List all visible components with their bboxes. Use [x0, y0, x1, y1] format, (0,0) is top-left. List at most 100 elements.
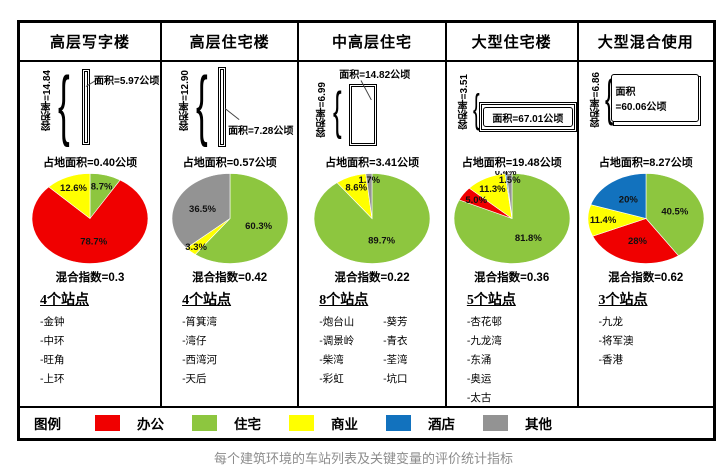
legend-row: 图例 办公 住宅 商业 酒店 其他 [20, 406, 713, 438]
legend-label: 其他 [525, 417, 552, 432]
station-item: -上环 [40, 373, 65, 385]
svg-text:40.5%: 40.5% [661, 207, 688, 218]
plot-ratio-label: 容积率=14.84 [42, 70, 53, 131]
legend-title: 图例 [34, 417, 61, 432]
pie-chart-wrap: 8.7% 78.7% 12.6% [28, 171, 152, 268]
footprint-label: 占地面积=19.48公顷 [461, 157, 562, 169]
plot-ratio-label: 容积率=12.90 [180, 70, 192, 131]
pie-chart: 60.3% 3.3% 36.5% [171, 173, 288, 264]
svg-text:11.4%: 11.4% [590, 215, 617, 226]
legend-item-other: 其他 [483, 413, 552, 433]
footprint-label: 占地面积=0.57公顷 [182, 157, 277, 169]
svg-text:89.7%: 89.7% [368, 236, 395, 247]
stations-section: 5个站点 -杏花邨 -九龙湾 -东涌 -奥运 -太古 [449, 289, 575, 406]
mix-index-label: 混合指数=0.22 [334, 272, 410, 284]
building-diagram: 容积率=6.86 { 面积 =60.06公顷 [581, 64, 711, 152]
column-body: 容积率=6.86 { 面积 =60.06公顷 占地面积=8.27公顷 40.5%… [579, 62, 713, 406]
pie-chart-wrap: 60.3% 3.3% 36.5% [168, 171, 292, 268]
area-label-line1: 面积 [615, 87, 636, 98]
column-title: 大型住宅楼 [446, 23, 577, 62]
svg-text:11.3%: 11.3% [479, 184, 506, 195]
station-item: -坑口 [383, 373, 408, 385]
pie-chart: 8.7% 78.7% 12.6% [31, 173, 149, 264]
station-item: -奥运 [466, 373, 492, 385]
svg-text:3.3%: 3.3% [185, 242, 207, 253]
legend-label: 办公 [137, 417, 164, 432]
column-title: 高层住宅楼 [162, 23, 298, 62]
comparison-table: 高层写字楼 容积率=14.84 { 面积=5.97公顷 占地面积=0.40公顷 … [17, 20, 716, 441]
commercial-color-swatch [289, 415, 314, 431]
plot-ratio-label: 容积率=6.99 [317, 82, 329, 138]
svg-text:81.8%: 81.8% [515, 233, 542, 244]
pie-chart-wrap: 89.7% 8.6% 1.7% [310, 171, 434, 268]
station-item: -柴湾 [319, 354, 344, 366]
station-item: -东涌 [466, 354, 492, 366]
legend-item-office: 办公 [95, 413, 164, 433]
legend-label: 酒店 [428, 417, 455, 432]
station-count: 4个站点 [40, 293, 89, 308]
building-shape [218, 67, 227, 147]
area-label: 面积=7.28公顷 [228, 126, 294, 137]
other-color-swatch [483, 415, 508, 431]
building-env-column-large-mixed-use: 大型混合使用 容积率=6.86 { 面积 =60.06公顷 占地面积=8.27公… [578, 23, 713, 406]
station-item: -九龙湾 [466, 335, 502, 347]
svg-text:1.7%: 1.7% [359, 175, 381, 186]
stations-section: 3个站点 -九龙 -将军澳 -香港 [581, 289, 711, 406]
station-count: 5个站点 [466, 293, 516, 308]
legend-label: 商业 [331, 417, 358, 432]
building-shape [349, 84, 378, 146]
building-env-column-office-tower: 高层写字楼 容积率=14.84 { 面积=5.97公顷 占地面积=0.40公顷 … [20, 23, 163, 406]
building-diagram: 容积率=3.51 { 面积=67.01公顷 [449, 64, 577, 152]
svg-text:8.6%: 8.6% [345, 183, 367, 194]
area-label: 面积=5.97公顷 [94, 76, 160, 87]
building-diagram: 容积率=12.90 { 面积=7.28公顷 [164, 64, 295, 152]
area-label: 面积=14.82公顷 [339, 70, 411, 81]
building-shape [82, 69, 90, 145]
figure-caption: 每个建筑环境的车站列表及关键变量的评价统计指标 [213, 451, 513, 466]
svg-text:78.7%: 78.7% [80, 237, 107, 248]
svg-text:8.7%: 8.7% [91, 181, 113, 192]
columns-row: 高层写字楼 容积率=14.84 { 面积=5.97公顷 占地面积=0.40公顷 … [20, 23, 713, 406]
station-item: -调景岭 [319, 335, 355, 347]
mix-index-label: 混合指数=0.62 [608, 272, 684, 284]
brace-icon: { [472, 87, 480, 131]
column-body: 容积率=12.90 { 面积=7.28公顷 占地面积=0.57公顷 60.3% 3… [162, 62, 297, 406]
pie-chart: 81.8% 5.0%11.3% 0.4%1.5% [453, 171, 570, 264]
svg-text:1.5%: 1.5% [499, 175, 521, 186]
station-list: -杏花邨 -九龙湾 -东涌 -奥运 -太古 [467, 314, 575, 405]
svg-text:60.3%: 60.3% [245, 221, 272, 232]
column-body: 面积=14.82公顷 容积率=6.99 { 占地面积=3.41公顷 89.7% 8… [299, 62, 445, 406]
pie-chart-wrap: 40.5% 28% 11.4% 20% [584, 171, 708, 268]
building-env-column-highrise-residential: 高层住宅楼 容积率=12.90 { 面积=7.28公顷 占地面积=0.57公顷 … [162, 23, 300, 406]
station-list: -炮台山 -调景岭 -柴湾 -彩虹 -葵芳 -青衣 -荃湾 -坑口 [319, 314, 443, 390]
brace-icon: { [333, 82, 342, 140]
area-label-line2: =60.06公顷 [615, 102, 667, 113]
station-item: -将军澳 [598, 335, 634, 347]
station-item: -湾仔 [182, 335, 207, 347]
hotel-color-swatch [386, 415, 411, 431]
building-env-column-midrise-residential: 中高层住宅 面积=14.82公顷 容积率=6.99 { 占地面积=3.41公顷 … [299, 23, 447, 406]
mix-index-label: 混合指数=0.42 [192, 272, 268, 284]
brace-icon: { [196, 60, 208, 148]
column-body: 容积率=3.51 { 面积=67.01公顷 占地面积=19.48公顷 81.8%… [447, 62, 577, 406]
mix-index-label: 混合指数=0.3 [55, 272, 125, 284]
station-item: -青衣 [383, 335, 408, 347]
station-item: -彩虹 [319, 373, 344, 385]
station-item: -旺角 [40, 354, 65, 366]
svg-text:12.6%: 12.6% [60, 183, 87, 194]
station-item: -太古 [466, 392, 492, 404]
stations-section: 4个站点 -筲箕湾 -湾仔 -西湾河 -天后 [164, 289, 295, 406]
station-item: -天后 [182, 373, 207, 385]
station-item: -炮台山 [319, 316, 355, 328]
station-list: -金钟 -中环 -旺角 -上环 [40, 314, 158, 386]
station-count: 4个站点 [182, 293, 232, 308]
brace-icon: { [604, 70, 613, 126]
pie-chart: 89.7% 8.6%1.7% [313, 173, 431, 264]
station-list: -九龙 -将军澳 -香港 [599, 314, 711, 367]
svg-text:0.4%: 0.4% [494, 171, 516, 178]
station-item: -筲箕湾 [182, 316, 218, 328]
footprint-label: 占地面积=3.41公顷 [325, 157, 419, 169]
station-item: -九龙 [598, 316, 624, 328]
column-title: 高层写字楼 [20, 23, 161, 62]
pie-chart: 40.5% 28% 11.4%20% [587, 173, 705, 264]
